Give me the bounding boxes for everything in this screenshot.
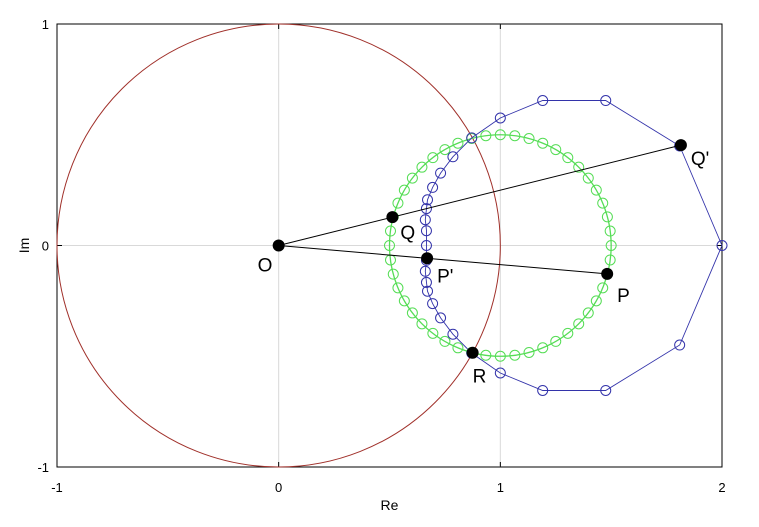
blue-marker bbox=[600, 95, 612, 107]
green-marker bbox=[427, 327, 439, 339]
green-marker bbox=[537, 342, 549, 354]
blue-marker bbox=[447, 328, 459, 340]
segment bbox=[278, 245, 608, 275]
x-tick-label: 2 bbox=[718, 480, 725, 495]
green-marker bbox=[392, 197, 404, 209]
blue-marker bbox=[435, 167, 447, 179]
y-tick-label: 1 bbox=[42, 17, 49, 32]
green-marker bbox=[537, 137, 549, 149]
green-marker bbox=[604, 225, 616, 237]
blue-marker bbox=[716, 240, 728, 251]
point-label: O bbox=[258, 256, 273, 277]
blue-marker bbox=[422, 194, 434, 206]
green-marker bbox=[597, 282, 609, 294]
green-marker bbox=[439, 144, 451, 156]
green-marker bbox=[398, 184, 410, 196]
green-marker bbox=[601, 211, 613, 223]
green-marker bbox=[605, 240, 617, 251]
green-marker bbox=[582, 307, 594, 319]
point-o bbox=[272, 239, 285, 252]
green-marker bbox=[509, 349, 521, 361]
blue-marker bbox=[419, 214, 431, 226]
green-marker bbox=[550, 335, 562, 347]
segments bbox=[278, 144, 682, 275]
point-label: Q bbox=[400, 223, 415, 244]
green-marker bbox=[452, 342, 464, 354]
curves bbox=[56, 23, 723, 468]
green-marker bbox=[384, 240, 395, 251]
blue-marker bbox=[494, 112, 506, 124]
green-marker bbox=[523, 133, 535, 145]
green-marker bbox=[494, 129, 506, 141]
blue-marker bbox=[420, 203, 432, 215]
blue-marker bbox=[435, 312, 447, 324]
point-q bbox=[386, 211, 399, 224]
blue-marker bbox=[420, 225, 432, 237]
green-marker bbox=[387, 268, 399, 280]
green-marker bbox=[494, 350, 506, 362]
green-marker bbox=[384, 225, 396, 237]
y-tick-label: -1 bbox=[37, 460, 49, 475]
green-circle bbox=[388, 134, 612, 357]
x-tick-label: 0 bbox=[275, 480, 282, 495]
green-marker bbox=[439, 335, 451, 347]
y-axis-label: Im bbox=[16, 238, 32, 254]
point-label: P' bbox=[437, 266, 453, 287]
green-marker bbox=[604, 254, 616, 266]
blue-marker bbox=[674, 339, 686, 351]
green-marker bbox=[523, 346, 535, 358]
point-r bbox=[466, 346, 479, 359]
point-q-prime bbox=[674, 139, 687, 152]
blue-curve bbox=[424, 100, 723, 391]
green-marker bbox=[509, 130, 521, 142]
blue-marker bbox=[422, 285, 434, 297]
blue-marker bbox=[427, 181, 439, 193]
x-tick-label: -1 bbox=[51, 480, 63, 495]
blue-marker bbox=[427, 298, 439, 310]
green-marker bbox=[550, 144, 562, 156]
green-marker bbox=[398, 295, 410, 307]
labeled-points: O Q Q' P P' R bbox=[258, 139, 709, 388]
blue-marker bbox=[447, 151, 459, 163]
green-marker bbox=[406, 172, 418, 184]
green-marker bbox=[590, 295, 602, 307]
green-marker bbox=[406, 307, 418, 319]
green-marker bbox=[573, 161, 585, 173]
blue-marker bbox=[420, 240, 432, 251]
blue-marker bbox=[537, 384, 549, 396]
x-axis-label: Re bbox=[381, 497, 399, 513]
green-marker bbox=[416, 318, 428, 330]
blue-marker bbox=[537, 95, 549, 107]
green-marker bbox=[416, 161, 428, 173]
point-label: P bbox=[617, 286, 630, 307]
unit-circle bbox=[56, 23, 501, 468]
axis-labels: Re Im bbox=[16, 238, 399, 513]
point-p-prime bbox=[421, 252, 434, 265]
green-marker bbox=[562, 327, 574, 339]
blue-marker bbox=[419, 265, 431, 277]
blue-marker bbox=[420, 276, 432, 288]
x-tick-label: 1 bbox=[497, 480, 504, 495]
green-marker bbox=[480, 130, 492, 142]
blue-marker bbox=[494, 367, 506, 379]
blue-marker bbox=[466, 132, 478, 144]
green-marker bbox=[573, 318, 585, 330]
green-marker bbox=[582, 172, 594, 184]
point-p bbox=[601, 267, 614, 280]
point-label: R bbox=[473, 367, 487, 388]
green-marker bbox=[392, 282, 404, 294]
green-marker bbox=[590, 184, 602, 196]
y-tick-label: 0 bbox=[42, 239, 49, 254]
point-label: Q' bbox=[691, 149, 709, 170]
ticks: -1 0 1 2 -1 0 1 bbox=[37, 17, 725, 495]
blue-marker bbox=[600, 384, 612, 396]
green-marker bbox=[562, 152, 574, 164]
green-marker bbox=[597, 197, 609, 209]
segment bbox=[278, 144, 682, 246]
green-marker bbox=[452, 137, 464, 149]
green-marker bbox=[427, 152, 439, 164]
green-marker bbox=[480, 349, 492, 361]
